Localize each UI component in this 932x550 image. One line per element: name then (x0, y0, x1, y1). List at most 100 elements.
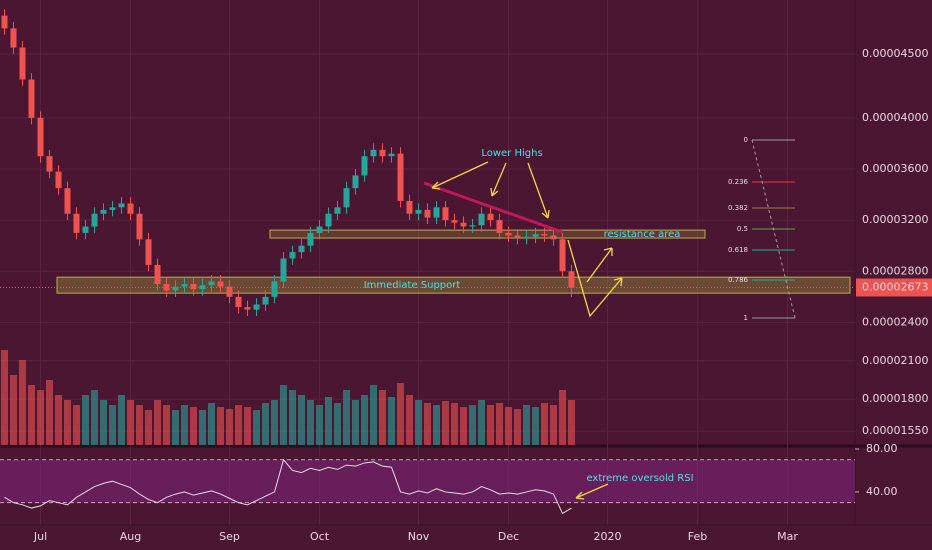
volume-bar (406, 395, 413, 445)
candle-body (217, 281, 224, 287)
fib-label: 0.382 (728, 204, 748, 212)
volume-bar (280, 385, 287, 445)
volume-bar (451, 403, 458, 445)
volume-bar (424, 403, 431, 445)
x-tick-label: 2020 (594, 530, 622, 543)
volume-bar (1, 350, 8, 445)
volume-bar (388, 397, 395, 445)
candle-body (19, 47, 26, 80)
volume-bar (253, 410, 260, 445)
candle-body (559, 239, 566, 272)
candle-body (361, 156, 368, 176)
candle-body (163, 284, 170, 291)
annotation: extreme oversold RSI (586, 473, 693, 484)
candle-body (406, 200, 413, 214)
volume-bar (208, 403, 215, 445)
x-tick-label: Oct (310, 530, 330, 543)
candle-body (514, 235, 521, 239)
volume-bar (217, 407, 224, 445)
volume-bar (109, 405, 116, 445)
candle-body (532, 234, 539, 237)
fib-label: 0.618 (728, 246, 748, 254)
candle-body (397, 153, 404, 201)
y-tick-label: 0.00004000 (862, 111, 928, 124)
volume-bar (325, 397, 332, 445)
candle-body (298, 245, 305, 253)
y-tick-label: 0.00002100 (862, 354, 928, 367)
candle-body (127, 203, 134, 214)
volume-bar (235, 405, 242, 445)
candle-body (478, 213, 485, 226)
volume-bar (523, 405, 530, 445)
candle-body (244, 307, 251, 310)
volume-bar (190, 407, 197, 445)
x-tick-label: Nov (408, 530, 430, 543)
volume-bar (19, 360, 26, 445)
candle-body (1, 15, 8, 29)
volume-bar (46, 380, 53, 445)
volume-bar (100, 400, 107, 445)
candle-body (379, 149, 386, 157)
volume-bar (352, 400, 359, 445)
y-tick-label: 0.00001800 (862, 392, 928, 405)
volume-bar (145, 410, 152, 445)
volume-bar (298, 395, 305, 445)
candle-body (10, 28, 17, 48)
zone-label: Immediate Support (364, 280, 461, 291)
candle-body (190, 284, 197, 290)
candle-body (352, 175, 359, 189)
volume-bar (55, 395, 62, 445)
candle-body (451, 220, 458, 223)
last-price-box (856, 278, 932, 297)
candle-body (55, 171, 62, 189)
candle-body (370, 149, 377, 157)
volume-bar (82, 395, 89, 445)
candle-body (73, 213, 80, 233)
arrows (431, 161, 623, 500)
volume-bar (136, 405, 143, 445)
volume-bar (28, 385, 35, 445)
volume-bar (460, 407, 467, 445)
candle-body (343, 188, 350, 208)
candle-body (46, 156, 53, 172)
candle-body (208, 281, 215, 286)
candle-body (316, 226, 323, 233)
rsi-band (0, 459, 855, 503)
y-tick-label: 0.00003200 (862, 213, 928, 226)
volume-bar (487, 405, 494, 445)
candle-body (280, 258, 287, 282)
candle-body (442, 207, 449, 221)
volume-bar (307, 400, 314, 445)
candle-body (145, 239, 152, 265)
candle-body (334, 207, 341, 214)
volume-bar (433, 405, 440, 445)
y-tick-label: 0.00002800 (862, 264, 928, 277)
candle-body (154, 264, 161, 285)
candle-body (181, 284, 188, 287)
volume-bar (505, 407, 512, 445)
volume-bar (118, 395, 125, 445)
candle-body (496, 220, 503, 233)
candle-body (568, 271, 575, 288)
candle-body (136, 213, 143, 240)
rsi-line (4, 458, 572, 515)
volume-bar (532, 407, 539, 445)
volume-bar (37, 390, 44, 445)
volume-bar (415, 400, 422, 445)
candle-body (460, 222, 467, 227)
candle-body (109, 207, 116, 210)
volume-bar (226, 409, 233, 445)
volume-bar (73, 405, 80, 445)
candle-body (253, 304, 260, 310)
volume-bar (10, 375, 17, 445)
candle-body (325, 213, 332, 227)
x-tick-label: Dec (498, 530, 519, 543)
volume-bar (262, 403, 269, 445)
zone (269, 229, 706, 239)
candle-body (550, 235, 557, 240)
candle-body (37, 117, 44, 157)
volume-bar (154, 400, 161, 445)
volume-bar (163, 405, 170, 445)
